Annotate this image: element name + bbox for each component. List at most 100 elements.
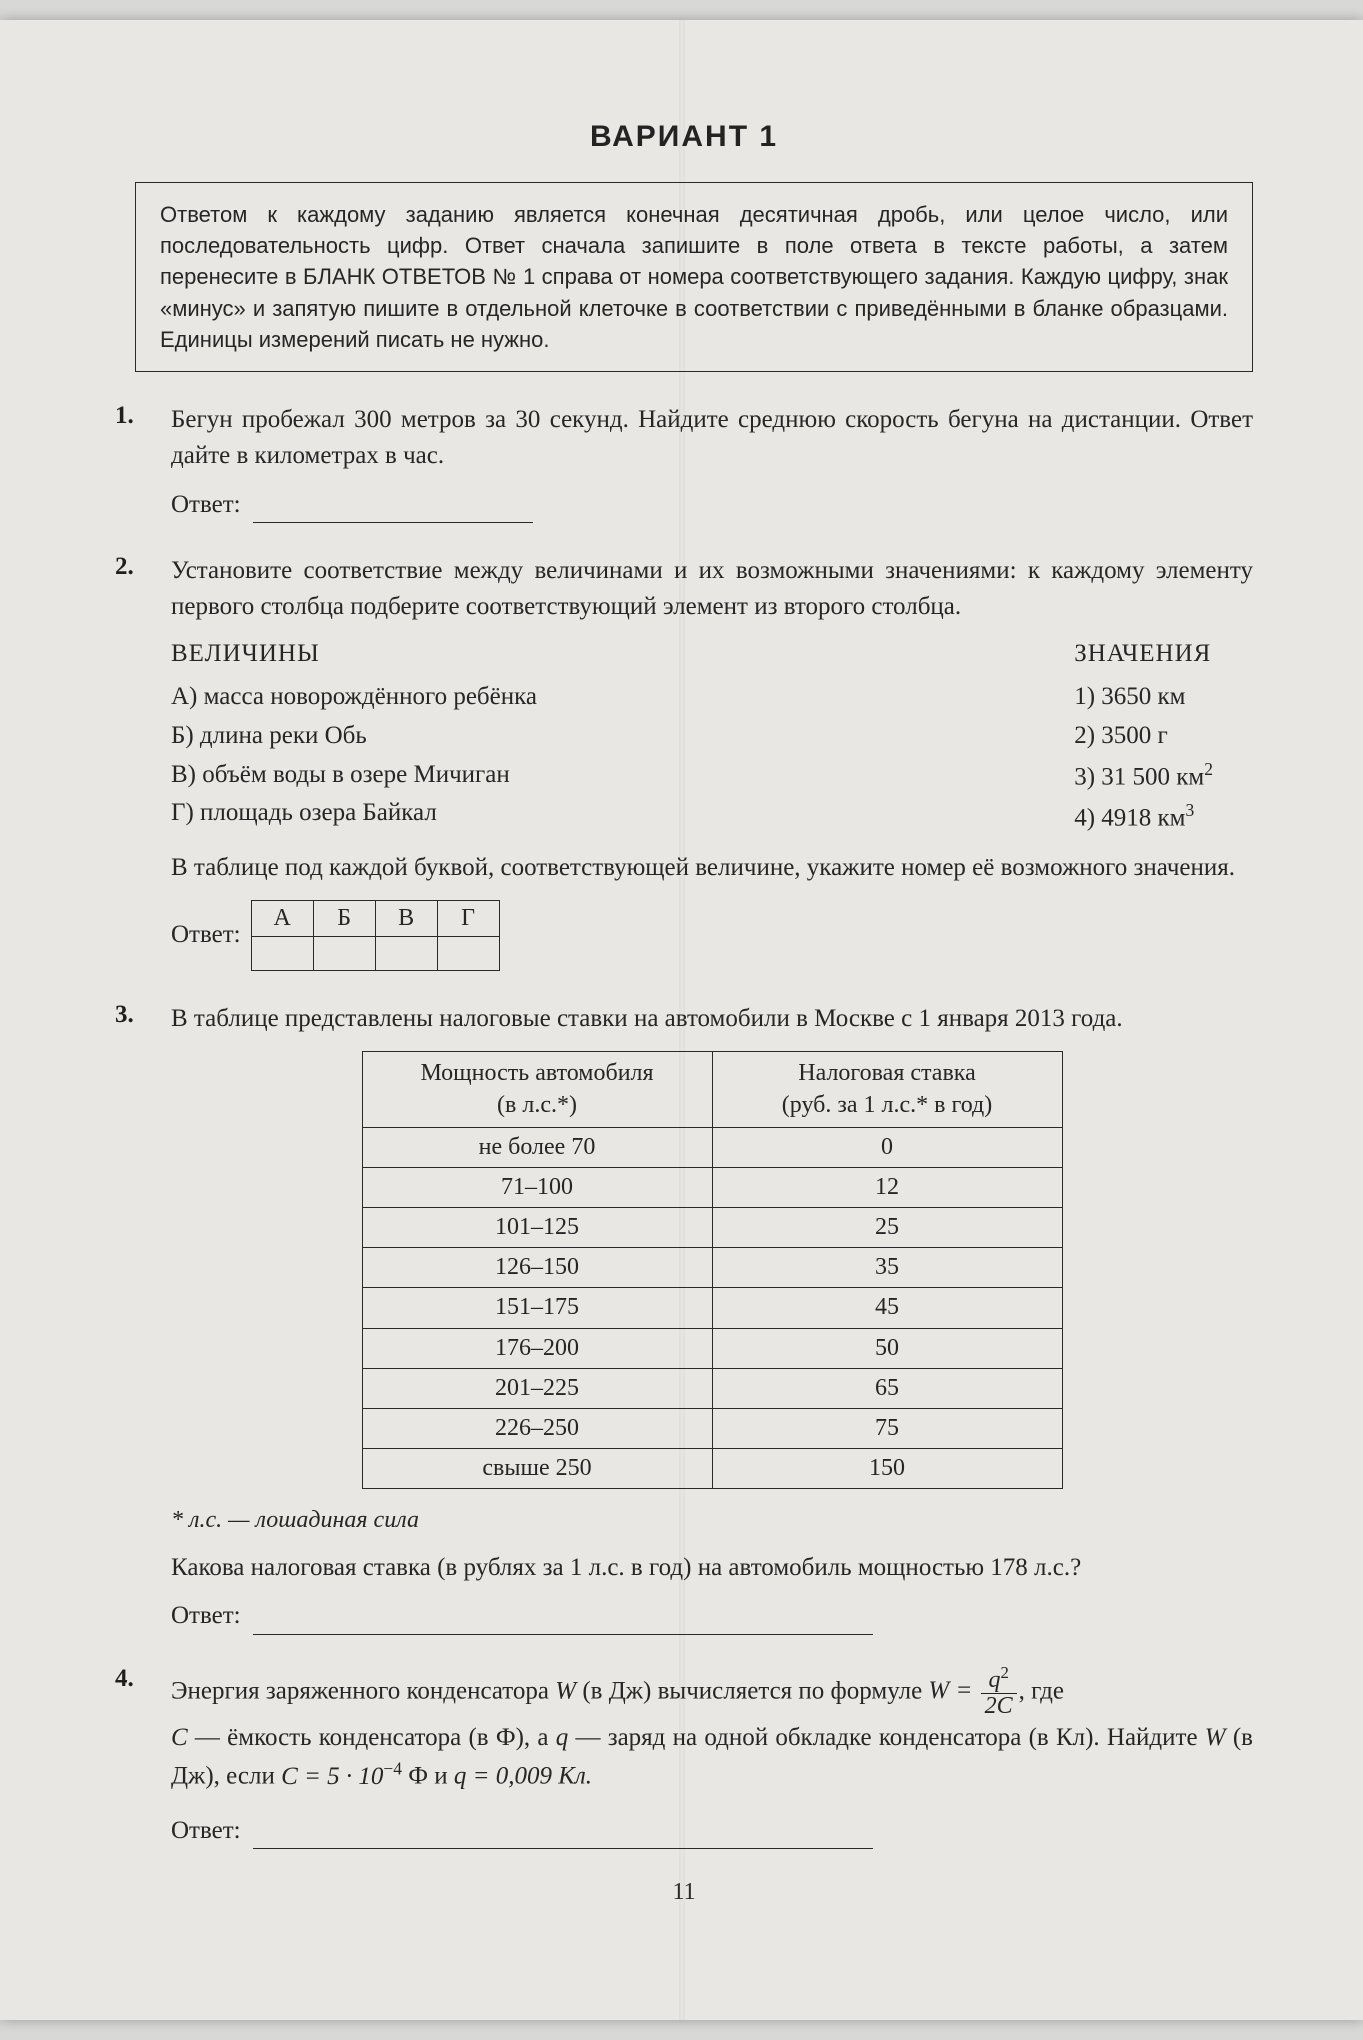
th1-l1: Мощность автомобиля (420, 1060, 653, 1086)
footnote: * л.с. — лошадиная сила (171, 1503, 1253, 1538)
grid-cell-g (437, 937, 499, 971)
right-heading: ЗНАЧЕНИЯ (1074, 635, 1213, 674)
cell: 35 (712, 1248, 1062, 1288)
frac-den: 2C (981, 1694, 1017, 1719)
th2-l1: Налоговая ставка (798, 1060, 976, 1086)
table-row: 126–15035 (362, 1248, 1062, 1288)
page-title: ВАРИАНТ 1 (115, 120, 1253, 154)
cell: не более 70 (362, 1127, 712, 1167)
left-item-g: Г) площадь озера Байкал (171, 794, 537, 833)
left-heading: ВЕЛИЧИНЫ (171, 635, 537, 674)
cell: 0 (712, 1127, 1062, 1167)
cell: 101–125 (362, 1208, 712, 1248)
th-power: Мощность автомобиля (в л.с.*) (362, 1052, 712, 1127)
answer-grid: А Б В Г (251, 900, 500, 971)
tax-table: Мощность автомобиля (в л.с.*) Налоговая … (362, 1051, 1063, 1489)
cell: 201–225 (362, 1368, 712, 1408)
table-row: 226–25075 (362, 1409, 1062, 1449)
th-rate: Налоговая ставка (руб. за 1 л.с.* в год) (712, 1052, 1062, 1127)
grid-cell-a (251, 937, 313, 971)
problem-4: 4. Энергия заряженного конденсатора W (в… (115, 1665, 1253, 1849)
cell: 45 (712, 1288, 1062, 1328)
formula: W = q22C (928, 1677, 1018, 1704)
cell: 65 (712, 1368, 1062, 1408)
page: ВАРИАНТ 1 Ответом к каждому заданию явля… (0, 20, 1363, 2020)
left-item-a: А) масса новорождённого ребёнка (171, 678, 537, 717)
cell: 25 (712, 1208, 1062, 1248)
table-row: 151–17545 (362, 1288, 1062, 1328)
p4-w2: W (1205, 1724, 1226, 1751)
problem-body-3: В таблице представлены налоговые ставки … (171, 1001, 1253, 1635)
cell: 150 (712, 1449, 1062, 1489)
answer-row-3: Ответ: (171, 1598, 1253, 1634)
problem-1: 1. Бегун пробежал 300 метров за 30 секун… (115, 402, 1253, 523)
c-expr: C = 5 · 10−4 (281, 1763, 402, 1790)
problem-3-question: Какова налоговая ставка (в рублях за 1 л… (171, 1550, 1253, 1586)
p4-t1: Энергия заряженного конденсатора (171, 1677, 555, 1704)
p4-t2: (в Дж) вычисляется по формуле (576, 1677, 928, 1704)
frac-num-sup: 2 (1000, 1663, 1008, 1682)
p4-qeq: q = 0,009 Кл. (454, 1763, 592, 1790)
p4-eq: W = (928, 1677, 978, 1704)
p4-ceq: C = 5 · 10 (281, 1763, 383, 1790)
right-column: ЗНАЧЕНИЯ 1) 3650 км 2) 3500 г 3) 31 500 … (1074, 635, 1253, 837)
answer-label: Ответ: (171, 491, 241, 518)
right-item-4: 4) 4918 км3 (1074, 797, 1213, 838)
frac-num-base: q (988, 1667, 1000, 1693)
grid-header-v: В (375, 901, 437, 937)
problem-2: 2. Установите соответствие между величин… (115, 553, 1253, 971)
th2-l2: (руб. за 1 л.с.* в год) (782, 1092, 992, 1118)
answer-row-2: Ответ: А Б В Г (171, 900, 1253, 971)
problem-2-intro: Установите соответствие между величинами… (171, 553, 1253, 626)
problem-2-after: В таблице под каждой буквой, соответству… (171, 850, 1253, 886)
grid-header-g: Г (437, 901, 499, 937)
right-item-2: 2) 3500 г (1074, 717, 1213, 756)
cell: 126–150 (362, 1248, 712, 1288)
grid-cell-v (375, 937, 437, 971)
p4-qit: q (556, 1724, 569, 1751)
table-row: 201–22565 (362, 1368, 1062, 1408)
p4-l2a: C — ёмкость конденсатора (в Ф), а (171, 1724, 556, 1751)
left-column: ВЕЛИЧИНЫ А) масса новорождённого ребёнка… (171, 635, 537, 837)
cell: свыше 250 (362, 1449, 712, 1489)
p4-csup: −4 (383, 1758, 402, 1778)
problem-number-3: 3. (115, 1001, 171, 1029)
left-item-b: Б) длина реки Обь (171, 717, 537, 756)
problem-body-1: Бегун пробежал 300 метров за 30 секунд. … (171, 402, 1253, 523)
cell: 176–200 (362, 1328, 712, 1368)
r3-prefix: 3) 31 500 км (1074, 763, 1204, 790)
instruction-box: Ответом к каждому заданию является конеч… (135, 182, 1253, 372)
right-item-1: 1) 3650 км (1074, 678, 1213, 717)
p4-cunit: Ф и (402, 1763, 454, 1790)
cell: 12 (712, 1167, 1062, 1207)
problem-number-1: 1. (115, 402, 171, 430)
cell: 151–175 (362, 1288, 712, 1328)
problem-number-4: 4. (115, 1665, 171, 1693)
p4-l2b: — заряд на одной обкладке конденсатора (… (568, 1724, 1205, 1751)
table-row: свыше 250150 (362, 1449, 1062, 1489)
table-row: 101–12525 (362, 1208, 1062, 1248)
p4-w1: W (555, 1677, 576, 1704)
page-number: 11 (115, 1879, 1253, 1906)
grid-cell-b (313, 937, 375, 971)
right-item-3: 3) 31 500 км2 (1074, 756, 1213, 797)
cell: 50 (712, 1328, 1062, 1368)
cell: 226–250 (362, 1409, 712, 1449)
table-row: 71–10012 (362, 1167, 1062, 1207)
problem-3-intro: В таблице представлены налоговые ставки … (171, 1001, 1253, 1037)
p4-t3: , где (1019, 1677, 1064, 1704)
problem-3: 3. В таблице представлены налоговые став… (115, 1001, 1253, 1635)
table-row: не более 700 (362, 1127, 1062, 1167)
answer-blank-4 (253, 1823, 873, 1849)
problem-body-2: Установите соответствие между величинами… (171, 553, 1253, 971)
r4-sup: 3 (1186, 800, 1195, 820)
frac-num: q2 (981, 1664, 1017, 1694)
answer-blank-3 (253, 1608, 873, 1634)
cell: 71–100 (362, 1167, 712, 1207)
problem-1-text: Бегун пробежал 300 метров за 30 секунд. … (171, 402, 1253, 475)
cell: 75 (712, 1409, 1062, 1449)
grid-header-a: А (251, 901, 313, 937)
answer-label: Ответ: (171, 1602, 241, 1629)
left-item-v: В) объём воды в озере Мичиган (171, 756, 537, 795)
fraction: q22C (981, 1664, 1017, 1719)
